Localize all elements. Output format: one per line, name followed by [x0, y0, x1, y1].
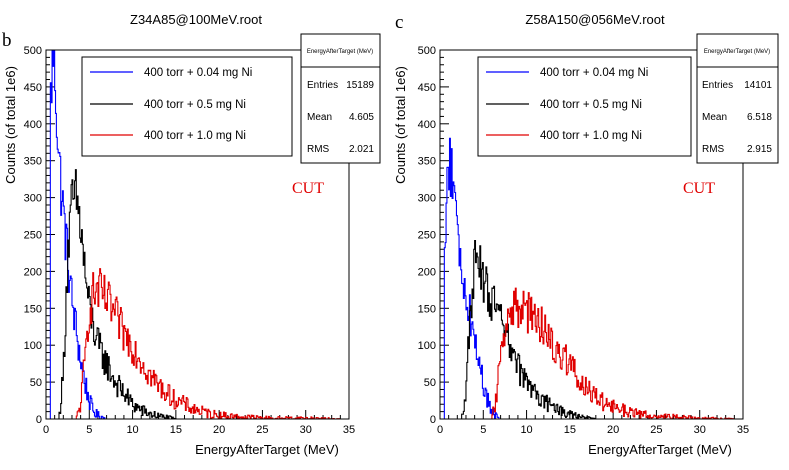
panel-letter-b: b: [2, 30, 12, 51]
x-tick-label-b: 15: [170, 424, 182, 436]
y-tick-label-b: 100: [24, 340, 42, 352]
stats-mean-label-c: Mean: [702, 112, 727, 123]
x-tick-label-b: 20: [213, 424, 225, 436]
stats-title-c: EnergyAfterTarget (MeV): [704, 49, 770, 55]
plot-frame-c: [439, 49, 744, 420]
stats-frame-b: [300, 33, 381, 164]
x-tick-label-c: 25: [650, 424, 662, 436]
x-tick-label-c: 35: [737, 424, 749, 436]
y-tick-label-b: 350: [24, 156, 42, 168]
stats-rms-label-b: RMS: [307, 144, 330, 155]
stats-entries-value-b: 15189: [346, 80, 374, 91]
x-tick-label-c: 5: [480, 424, 486, 436]
stats-rms-value-c: 2.915: [747, 144, 772, 155]
y-tick-label-c: 50: [424, 377, 436, 389]
stats-mean-label-b: Mean: [307, 112, 332, 123]
stats-mean-value-c: 6.518: [747, 112, 772, 123]
y-tick-label-b: 400: [24, 119, 42, 131]
y-tick-label-c: 250: [418, 230, 436, 242]
x-tick-label-b: 10: [126, 424, 138, 436]
y-tick-label-b: 500: [24, 45, 42, 57]
x-tick-label-b: 25: [256, 424, 268, 436]
panel-b: b Z34A85@100MeV.root Counts (of total 1e…: [2, 12, 381, 457]
y-tick-label-c: 300: [418, 193, 436, 205]
legend-entry-black-b: 400 torr + 0.5 mg Ni: [144, 99, 246, 111]
legend-entry-blue-b: 400 torr + 0.04 mg Ni: [144, 67, 252, 79]
stats-mean-value-b: 4.605: [349, 112, 374, 123]
legend-entry-blue-c: 400 torr + 0.04 mg Ni: [540, 67, 648, 79]
cut-label-c: CUT: [683, 180, 715, 197]
stats-rms-label-c: RMS: [702, 144, 725, 155]
legend-frame-c: [477, 56, 692, 157]
stats-title-b: EnergyAfterTarget (MeV): [307, 49, 373, 55]
stats-box-c: EnergyAfterTarget (MeV) Entries 14101 Me…: [696, 33, 779, 164]
x-tick-label-c: 0: [437, 424, 443, 436]
stats-box-b: EnergyAfterTarget (MeV) Entries 15189 Me…: [300, 33, 381, 164]
plot-title-c: Z58A150@056MeV.root: [525, 12, 665, 27]
x-tick-label-b: 35: [343, 424, 355, 436]
y-tick-label-c: 450: [418, 82, 436, 94]
y-tick-label-c: 500: [418, 45, 436, 57]
y-tick-label-b: 300: [24, 193, 42, 205]
y-tick-label-b: 200: [24, 266, 42, 278]
y-tick-label-c: 150: [418, 303, 436, 315]
y-axis-title-c: Counts (of total 1e6): [393, 66, 408, 184]
x-tick-label-c: 10: [520, 424, 532, 436]
legend-c: 400 torr + 0.04 mg Ni 400 torr + 0.5 mg …: [477, 56, 692, 157]
x-tick-label-b: 30: [300, 424, 312, 436]
x-axis-title-b: EnergyAfterTarget (MeV): [195, 442, 339, 457]
legend-entry-red-b: 400 torr + 1.0 mg Ni: [144, 130, 246, 142]
y-axis-title-b: Counts (of total 1e6): [3, 66, 18, 184]
panel-letter-c: c: [395, 12, 403, 33]
legend-b: 400 torr + 0.04 mg Ni 400 torr + 0.5 mg …: [81, 56, 293, 157]
x-tick-label-c: 15: [564, 424, 576, 436]
legend-frame-b: [81, 56, 293, 157]
x-tick-label-b: 0: [43, 424, 49, 436]
x-axis-title-c: EnergyAfterTarget (MeV): [588, 442, 732, 457]
panel-c: c Z58A150@056MeV.root Counts (of total 1…: [393, 12, 779, 457]
plot-frame-b: [45, 49, 350, 420]
y-tick-label-b: 450: [24, 82, 42, 94]
series-red-c: [440, 287, 743, 420]
stats-entries-label-c: Entries: [702, 80, 733, 91]
cut-label-b: CUT: [292, 180, 324, 197]
y-tick-label-b: 50: [30, 377, 42, 389]
ticks-b: 0 5 10 15 20 25 30 3505010015020025030035040045…: [24, 45, 355, 436]
x-tick-label-c: 20: [607, 424, 619, 436]
y-tick-label-b: 250: [24, 230, 42, 242]
series-red-b: [46, 268, 349, 420]
y-tick-label-b: 0: [36, 414, 42, 426]
stats-frame-c: [696, 33, 779, 164]
y-tick-label-c: 400: [418, 119, 436, 131]
plot-title-b: Z34A85@100MeV.root: [130, 12, 262, 27]
legend-entry-red-c: 400 torr + 1.0 mg Ni: [540, 130, 642, 142]
y-tick-label-b: 150: [24, 303, 42, 315]
y-tick-label-c: 100: [418, 340, 436, 352]
legend-entry-black-c: 400 torr + 0.5 mg Ni: [540, 99, 642, 111]
stats-entries-value-c: 14101: [744, 80, 772, 91]
y-tick-label-c: 0: [430, 414, 436, 426]
x-tick-label-c: 30: [694, 424, 706, 436]
y-tick-label-c: 200: [418, 266, 436, 278]
stats-rms-value-b: 2.021: [349, 144, 374, 155]
stats-entries-label-b: Entries: [307, 80, 338, 91]
x-tick-label-b: 5: [86, 424, 92, 436]
y-tick-label-c: 350: [418, 156, 436, 168]
